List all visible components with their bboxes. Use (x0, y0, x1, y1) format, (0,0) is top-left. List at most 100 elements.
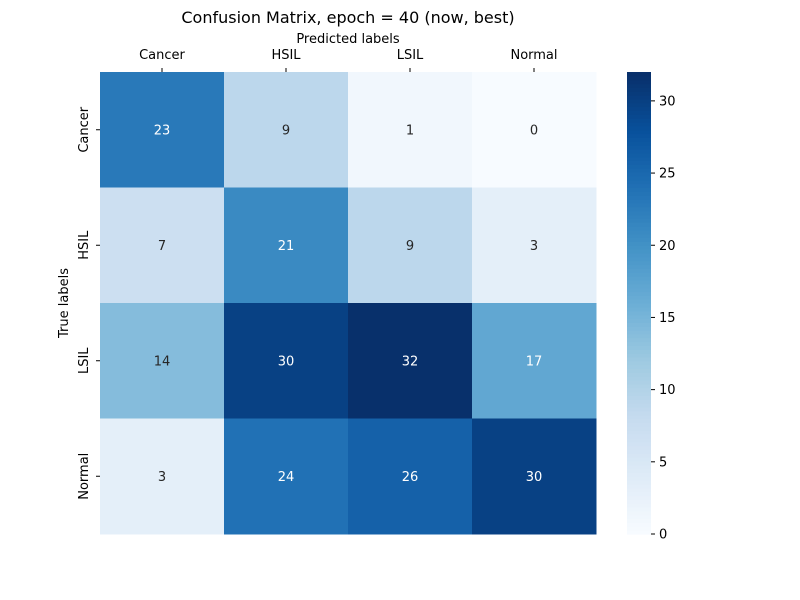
colorbar-segment (627, 356, 651, 362)
colorbar-segment (627, 403, 651, 408)
cell-value-label: 24 (278, 470, 295, 485)
colorbar-segment (627, 510, 651, 516)
heatmap-cell (348, 303, 473, 419)
colorbar-segment (627, 318, 651, 323)
colorbar-segment (627, 433, 651, 439)
colorbar-segment (627, 145, 651, 150)
colorbar-segment (627, 183, 651, 189)
colorbar-segment (627, 156, 651, 162)
colorbar-segment (627, 291, 651, 296)
cell-value-label: 30 (526, 470, 543, 485)
colorbar-segment (627, 464, 651, 470)
colorbar-segment (627, 422, 651, 427)
colorbar-segment (627, 368, 651, 373)
colorbar-segment (627, 472, 651, 477)
colorbar-segment (627, 87, 651, 92)
colorbar-segment (627, 179, 651, 185)
heatmap-cell (100, 303, 225, 419)
y-tick-label: Cancer (77, 106, 92, 152)
colorbar-segment (627, 195, 651, 200)
colorbar-segment (627, 141, 651, 146)
cell-value-label: 32 (402, 354, 419, 369)
colorbar-segment (627, 168, 651, 173)
colorbar-segment (627, 187, 651, 192)
y-axis-label: True labels (57, 268, 72, 339)
cell-value-label: 23 (154, 123, 171, 138)
colorbar-segment (627, 310, 651, 316)
colorbar-segment (627, 395, 651, 400)
colorbar-segment (627, 387, 651, 393)
colorbar-segment (627, 507, 651, 512)
x-tick-label: LSIL (397, 48, 424, 63)
colorbar-segment (627, 329, 651, 335)
cell-value-label: 9 (406, 239, 414, 254)
x-axis-label: Predicted labels (296, 32, 400, 47)
colorbar-segment (627, 299, 651, 304)
colorbar-segment (627, 160, 651, 165)
colorbar-segment (627, 399, 651, 404)
cell-value-label: 14 (154, 354, 171, 369)
colorbar-segment (627, 376, 651, 381)
cell-value-label: 26 (402, 470, 419, 485)
colorbar-segment (627, 418, 651, 423)
chart-title: Confusion Matrix, epoch = 40 (now, best) (181, 8, 514, 27)
x-tick-label: HSIL (271, 48, 301, 63)
cell-value-label: 21 (278, 239, 295, 254)
colorbar-segment (627, 91, 651, 96)
colorbar-tick-label: 20 (659, 239, 676, 254)
colorbar-segment (627, 491, 651, 497)
y-tick-label: HSIL (77, 230, 92, 260)
colorbar-segment (627, 453, 651, 458)
y-tick-label: Normal (77, 453, 92, 500)
colorbar-segment (627, 372, 651, 377)
colorbar-segment (627, 249, 651, 254)
colorbar-segment (627, 75, 651, 81)
colorbar-segment (627, 241, 651, 246)
colorbar-segment (627, 487, 651, 493)
colorbar-segment (627, 226, 651, 231)
colorbar-segment (627, 122, 651, 127)
colorbar-segment (627, 268, 651, 273)
colorbar-segment (627, 306, 651, 312)
colorbar-segment (627, 276, 651, 281)
heatmap-cell (348, 418, 473, 535)
cell-value-label: 1 (406, 123, 414, 138)
colorbar-segment (627, 349, 651, 354)
heatmap-cell (224, 303, 349, 419)
colorbar-segment (627, 287, 651, 293)
heatmap-cell (348, 187, 473, 304)
colorbar-segment (627, 110, 651, 115)
colorbar-segment (627, 152, 651, 158)
colorbar-segment (627, 410, 651, 416)
colorbar-segment (627, 414, 651, 420)
colorbar-segment (627, 229, 651, 235)
x-tick-labels: Cancer HSIL LSIL Normal (139, 48, 558, 72)
colorbar-segment (627, 206, 651, 212)
colorbar-segment (627, 483, 651, 489)
colorbar-segment (627, 480, 651, 485)
colorbar-segment (627, 314, 651, 319)
cell-value-label: 7 (158, 239, 166, 254)
colorbar-segment (627, 353, 651, 358)
heatmap-cells: 23 9 1 0 7 21 9 3 14 30 32 17 3 24 26 30 (100, 72, 597, 535)
colorbar-tick-label: 0 (659, 528, 667, 543)
colorbar-segment (627, 83, 651, 88)
colorbar-segment (627, 172, 651, 177)
cell-value-label: 3 (158, 470, 166, 485)
colorbar-segment (627, 380, 651, 385)
colorbar-segment (627, 495, 651, 500)
heatmap-cell (472, 72, 597, 188)
colorbar-segment (627, 125, 651, 131)
colorbar-segment (627, 530, 651, 535)
colorbar-segment (627, 449, 651, 454)
colorbar-segment (627, 252, 651, 258)
colorbar-tick-label: 5 (659, 455, 667, 470)
colorbar-segment (627, 245, 651, 250)
colorbar-segment (627, 341, 651, 346)
colorbar-segment (627, 149, 651, 154)
colorbar-segment (627, 406, 651, 412)
colorbar-segment (627, 133, 651, 139)
colorbar-segment (627, 98, 651, 104)
heatmap-cell (224, 418, 349, 535)
colorbar-segment (627, 441, 651, 447)
